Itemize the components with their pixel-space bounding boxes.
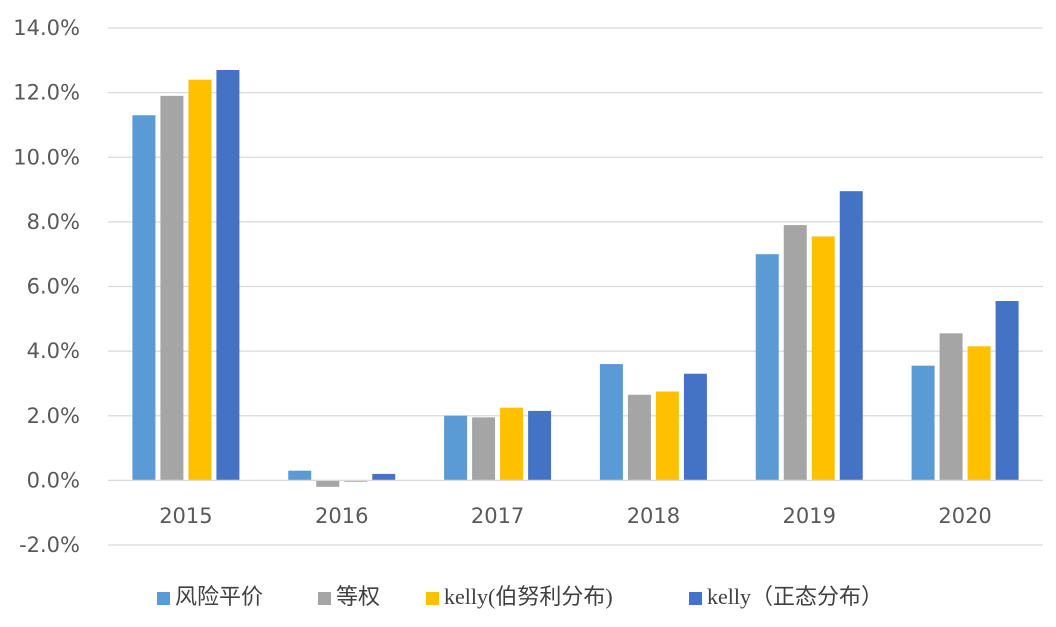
bar: [967, 346, 991, 481]
bar: [216, 70, 240, 481]
legend-swatch: [426, 592, 439, 605]
bar: [939, 333, 963, 481]
bar: [755, 254, 779, 481]
bar: [911, 365, 935, 481]
legend: 风险平价 等权 kelly(伯努利分布) kelly（正态分布）: [157, 584, 883, 610]
gridlines: [108, 27, 1043, 546]
x-tick-label: 2017: [471, 504, 524, 528]
bar: [783, 225, 807, 481]
bar: [372, 473, 396, 481]
bar: [344, 480, 368, 482]
bar: [188, 79, 212, 481]
legend-swatch: [157, 592, 170, 605]
bar: [839, 191, 863, 481]
bar: [316, 480, 340, 487]
bar: [683, 373, 707, 481]
y-tick-label: -2.0%: [19, 533, 80, 557]
axes: -2.0% 0.0% 2.0% 4.0% 6.0% 8.0% 10.0% 12.0% 14.0%…: [13, 16, 1043, 557]
x-tick-label: 2019: [783, 504, 836, 528]
bar: [599, 364, 623, 481]
y-tick-label: 8.0%: [27, 210, 80, 234]
bar: [500, 407, 524, 481]
bar: [160, 95, 184, 481]
y-tick-label: 10.0%: [13, 145, 80, 169]
bar: [655, 391, 679, 481]
legend-label: kelly(伯努利分布): [444, 584, 613, 609]
y-tick-label: 14.0%: [13, 16, 80, 40]
bar: [528, 410, 552, 481]
bar: [288, 470, 312, 481]
y-tick-label: 6.0%: [27, 275, 80, 299]
y-tick-label: 2.0%: [27, 404, 80, 428]
bar: [811, 236, 835, 481]
legend-swatch: [689, 592, 702, 605]
x-tick-label: 2018: [627, 504, 680, 528]
bar: [444, 415, 468, 481]
x-tick-label: 2015: [159, 504, 212, 528]
legend-label: kelly（正态分布）: [707, 584, 883, 609]
y-tick-label: 4.0%: [27, 339, 80, 363]
bar: [472, 417, 496, 481]
y-tick-label: 0.0%: [27, 468, 80, 492]
bar: [627, 394, 651, 481]
bars: [132, 70, 1019, 487]
legend-swatch: [318, 592, 331, 605]
bar: [132, 115, 156, 481]
legend-label: 等权: [336, 585, 380, 610]
x-tick-label: 2016: [315, 504, 368, 528]
legend-label: 风险平价: [175, 585, 263, 610]
y-tick-label: 12.0%: [13, 81, 80, 105]
bar: [995, 301, 1019, 481]
x-tick-label: 2020: [938, 504, 991, 528]
